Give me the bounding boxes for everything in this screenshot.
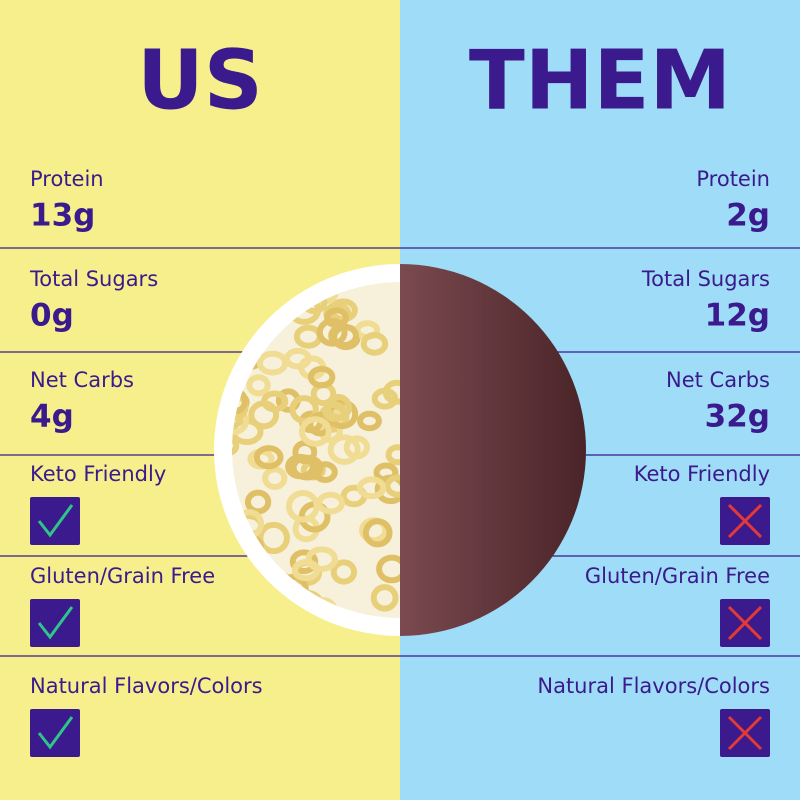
us-value: 4g bbox=[30, 399, 74, 435]
cross-mark bbox=[727, 503, 763, 539]
cereal-ring bbox=[343, 435, 370, 460]
check-icon bbox=[30, 599, 80, 647]
cereal-ring bbox=[356, 476, 387, 500]
us-heading: US bbox=[137, 33, 263, 128]
cereal-ring bbox=[291, 558, 321, 582]
cereal-ring bbox=[360, 332, 389, 356]
row-label: Natural Flavors/Colors bbox=[537, 674, 770, 698]
cereal-ring bbox=[384, 474, 400, 498]
row-label: Protein bbox=[30, 167, 104, 191]
row-label: Protein bbox=[696, 167, 770, 191]
cereal-ring bbox=[232, 434, 240, 457]
row-label: Total Sugars bbox=[641, 267, 770, 291]
cereal-ring bbox=[307, 365, 336, 389]
cereal-ring bbox=[283, 347, 312, 370]
chocolate-half bbox=[400, 264, 586, 636]
cereal-ring bbox=[312, 461, 338, 484]
check-mark bbox=[37, 716, 74, 750]
cereal-ring bbox=[357, 410, 382, 432]
cereal-ring bbox=[261, 390, 289, 413]
cross-icon bbox=[720, 599, 770, 647]
cereal-ring bbox=[316, 317, 348, 347]
cereal-ring bbox=[330, 559, 358, 585]
cereal-ring bbox=[298, 416, 332, 447]
cross-mark bbox=[727, 715, 763, 751]
cereal-ring bbox=[371, 387, 399, 410]
them-value: 2g bbox=[726, 198, 770, 234]
check-mark bbox=[37, 504, 74, 538]
row-label: Total Sugars bbox=[29, 267, 158, 291]
them-value: 12g bbox=[705, 298, 770, 334]
row-label: Keto Friendly bbox=[30, 462, 166, 486]
cereal-ring bbox=[385, 444, 400, 466]
us-value: 0g bbox=[30, 298, 74, 334]
row-label: Natural Flavors/Colors bbox=[30, 674, 263, 698]
cereal-ring bbox=[327, 434, 361, 465]
row-label: Gluten/Grain Free bbox=[585, 564, 770, 588]
cereal-ring bbox=[370, 584, 399, 612]
them-value: 32g bbox=[705, 399, 770, 435]
cereal-ring bbox=[324, 307, 349, 329]
cereal-ring bbox=[246, 374, 271, 397]
cereal-ring bbox=[286, 489, 320, 523]
cereal-ring bbox=[257, 521, 290, 555]
bowl bbox=[214, 264, 586, 636]
cereal-ring bbox=[253, 445, 284, 470]
row-label: Keto Friendly bbox=[634, 462, 770, 486]
row-label: Net Carbs bbox=[666, 368, 770, 392]
them-heading: THEM bbox=[469, 33, 731, 128]
cereal-ring bbox=[324, 393, 352, 421]
icon-box bbox=[30, 709, 80, 757]
row-label: Net Carbs bbox=[30, 368, 134, 392]
cereal bbox=[232, 282, 400, 618]
cross-icon bbox=[720, 709, 770, 757]
row-label: Gluten/Grain Free bbox=[30, 564, 215, 588]
cereal-ring bbox=[262, 466, 288, 491]
rows: Protein Protein 13g 2g Total Sugars Total Sug… bbox=[29, 167, 770, 757]
check-icon bbox=[30, 497, 80, 545]
cereal-ring bbox=[362, 518, 393, 548]
icon-box bbox=[30, 497, 80, 545]
us-value: 13g bbox=[30, 198, 95, 234]
cross-mark bbox=[727, 605, 763, 641]
check-icon bbox=[30, 709, 80, 757]
cross-icon bbox=[720, 497, 770, 545]
icon-box bbox=[30, 599, 80, 647]
cereal-ring bbox=[244, 489, 272, 515]
check-mark bbox=[37, 606, 74, 640]
cereal-ring bbox=[376, 554, 400, 584]
